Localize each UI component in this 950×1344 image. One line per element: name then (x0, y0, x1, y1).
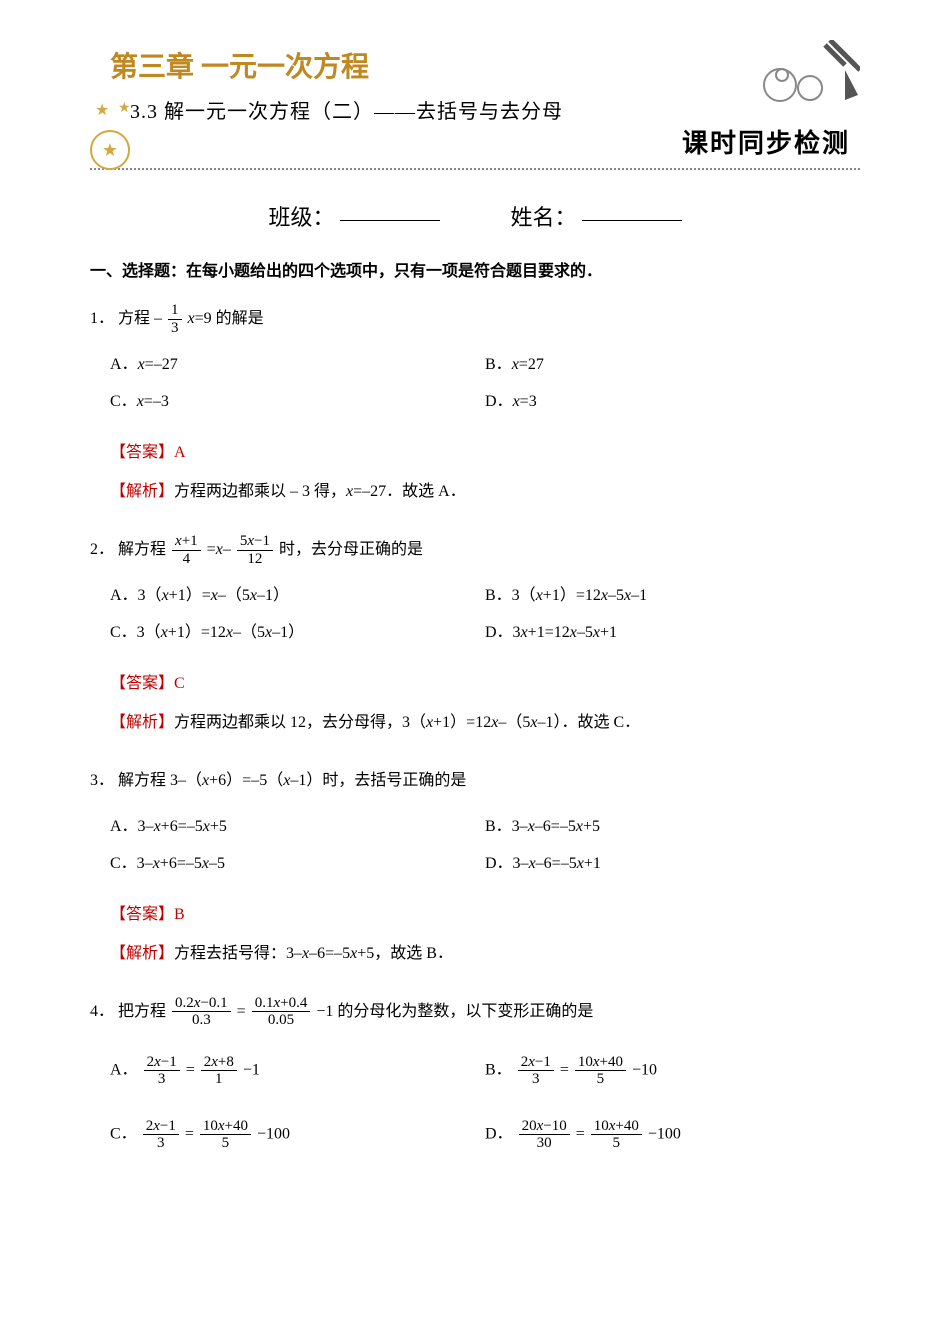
q3-opt-c: C．3–x+6=–5x–5 (110, 850, 485, 879)
q1-opt-a: A．x=–27 (110, 351, 485, 380)
q3-num: 3． (90, 772, 114, 789)
q2-num: 2． (90, 541, 114, 558)
lamp-icon (740, 40, 860, 110)
q1-num: 1． (90, 310, 114, 327)
q1-opt-c: C．x=–3 (110, 388, 485, 417)
header-banner: 第三章 一元一次方程 3.3 解一元一次方程（二）——去括号与去分母 ★ ★ ★… (90, 40, 860, 170)
q3-text: 解方程 3–（x+6）=–5（x–1）时，去括号正确的是 (118, 772, 466, 789)
q2-options: A．3（x+1）=x–（5x–1） B．3（x+1）=12x–5x–1 C．3（… (90, 582, 860, 656)
q3-answer: 【答案】B (90, 897, 860, 932)
q1-opt-b: B．x=27 (485, 351, 860, 380)
q3-opt-a: A．3–x+6=–5x+5 (110, 813, 485, 842)
q2-text-after: 时，去分母正确的是 (279, 541, 423, 558)
q4-num: 4． (90, 1003, 114, 1020)
q1-text-after: =9 的解是 (195, 310, 264, 327)
q2-opt-d: D．3x+1=12x–5x+1 (485, 619, 860, 648)
q4-opt-b: B． 2x−13 = 10x+405 −10 (485, 1054, 860, 1088)
question-1: 1． 方程 – 1 3 x=9 的解是 A．x=–27 B．x=27 C．x=–… (90, 301, 860, 507)
q2-opt-a: A．3（x+1）=x–（5x–1） (110, 582, 485, 611)
q4-options: A． 2x−13 = 2x+81 −1 B． 2x−13 = 10x+405 −… (90, 1054, 860, 1160)
q3-opt-d: D．3–x–6=–5x+1 (485, 850, 860, 879)
q1-answer: 【答案】A (90, 435, 860, 470)
q2-frac2: 5x−1 12 (237, 533, 273, 567)
q4-frac1: 0.2x−0.1 0.3 (172, 995, 231, 1029)
q4-text-after: −1 的分母化为整数，以下变形正确的是 (316, 1003, 593, 1020)
class-label: 班级： (268, 205, 334, 230)
q4-frac2: 0.1x+0.4 0.05 (252, 995, 311, 1029)
question-4: 4． 把方程 0.2x−0.1 0.3 = 0.1x+0.4 0.05 −1 的… (90, 994, 860, 1160)
q1-fraction: 1 3 (168, 302, 182, 336)
stars-decoration: ★ ★ ★ (90, 100, 145, 170)
q3-opt-b: B．3–x–6=–5x+5 (485, 813, 860, 842)
q4-opt-c: C． 2x−13 = 10x+405 −100 (110, 1118, 485, 1152)
name-blank (582, 219, 682, 221)
q1-explanation: 【解析】方程两边都乘以 – 3 得，x=–27．故选 A． (90, 478, 860, 507)
class-blank (340, 219, 440, 221)
q4-opt-d: D． 20x−1030 = 10x+405 −100 (485, 1118, 860, 1152)
q3-options: A．3–x+6=–5x+5 B．3–x–6=–5x+5 C．3–x+6=–5x–… (90, 813, 860, 887)
q2-text-before: 解方程 (118, 541, 170, 558)
q4-text-before: 把方程 (118, 1003, 170, 1020)
question-3: 3． 解方程 3–（x+6）=–5（x–1）时，去括号正确的是 A．3–x+6=… (90, 763, 860, 969)
q1-options: A．x=–27 B．x=27 C．x=–3 D．x=3 (90, 351, 860, 425)
class-name-row: 班级： 姓名： (90, 200, 860, 232)
q2-frac1: x+1 4 (172, 533, 201, 567)
sync-test-label: 课时同步检测 (682, 123, 850, 160)
q2-answer: 【答案】C (90, 666, 860, 701)
question-2: 2． 解方程 x+1 4 =x– 5x−1 12 时，去分母正确的是 A．3（x… (90, 532, 860, 738)
q1-opt-d: D．x=3 (485, 388, 860, 417)
q2-explanation: 【解析】方程两边都乘以 12，去分母得，3（x+1）=12x–（5x–1）．故选… (90, 709, 860, 738)
q2-opt-b: B．3（x+1）=12x–5x–1 (485, 582, 860, 611)
q4-opt-a: A． 2x−13 = 2x+81 −1 (110, 1054, 485, 1088)
q2-opt-c: C．3（x+1）=12x–（5x–1） (110, 619, 485, 648)
q3-explanation: 【解析】方程去括号得：3–x–6=–5x+5，故选 B． (90, 940, 860, 969)
name-label: 姓名： (511, 205, 577, 230)
section-heading: 一、选择题：在每小题给出的四个选项中，只有一项是符合题目要求的． (90, 257, 860, 281)
q1-text-before: 方程 – (118, 310, 166, 327)
